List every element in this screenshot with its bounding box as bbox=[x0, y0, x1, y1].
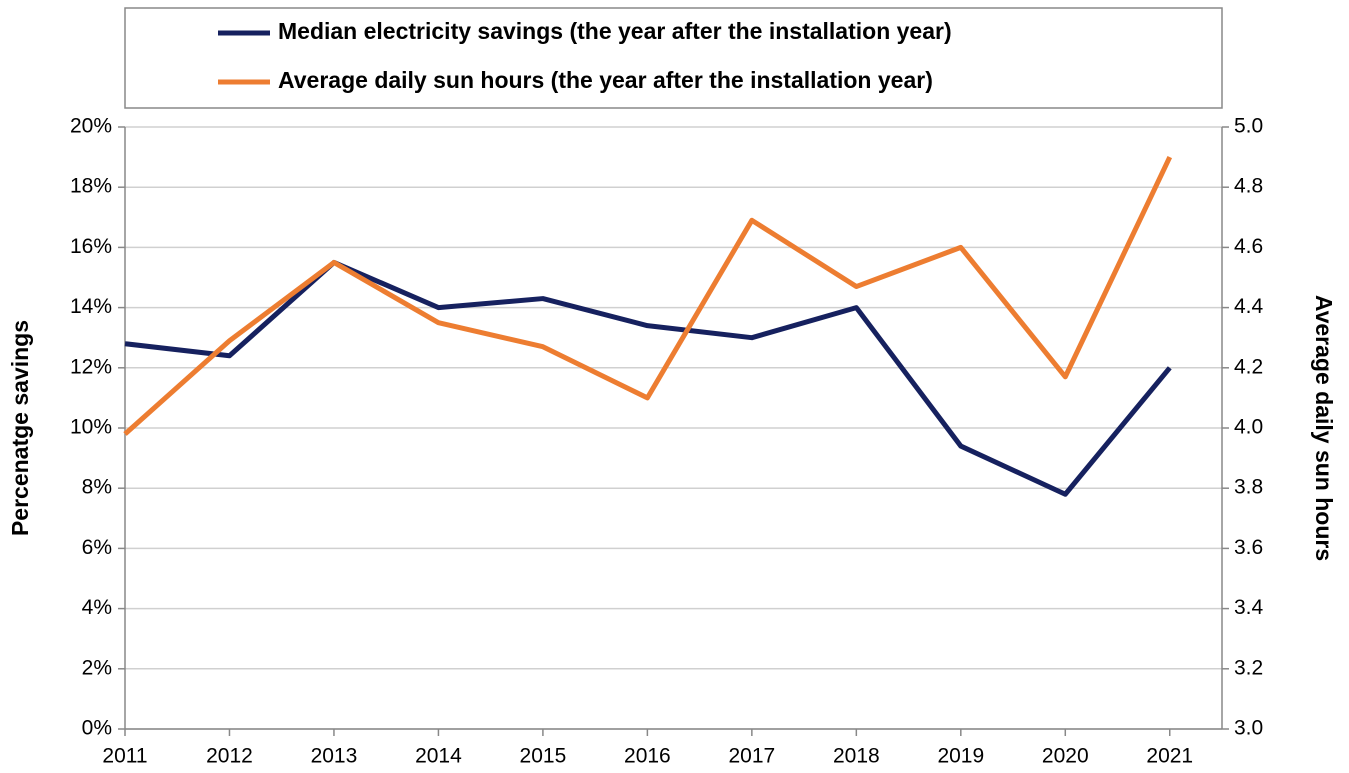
y2-tick-label: 4.2 bbox=[1234, 355, 1263, 378]
y2-tick-label: 4.8 bbox=[1234, 175, 1263, 198]
legend-label: Average daily sun hours (the year after … bbox=[278, 67, 933, 93]
x-tick-label: 2016 bbox=[624, 745, 671, 768]
y2-tick-label: 3.6 bbox=[1234, 536, 1263, 559]
x-tick-label: 2017 bbox=[728, 745, 775, 768]
y-tick-label: 20% bbox=[70, 115, 112, 138]
x-tick-label: 2015 bbox=[520, 745, 567, 768]
series-line bbox=[123, 156, 1173, 436]
x-tick-label: 2013 bbox=[311, 745, 358, 768]
x-tick-label: 2014 bbox=[415, 745, 462, 768]
y2-tick-label: 5.0 bbox=[1234, 115, 1263, 138]
y2-tick-label: 3.0 bbox=[1234, 717, 1263, 740]
x-tick-label: 2012 bbox=[206, 745, 253, 768]
x-tick-label: 2020 bbox=[1042, 745, 1089, 768]
y-tick-label: 4% bbox=[82, 596, 112, 619]
y-tick-label: 2% bbox=[82, 656, 112, 679]
y-tick-label: 6% bbox=[82, 536, 112, 559]
y-axis-title: Percenatge savings bbox=[7, 320, 33, 536]
y-tick-label: 12% bbox=[70, 355, 112, 378]
y-tick-label: 0% bbox=[82, 717, 112, 740]
y-tick-label: 16% bbox=[70, 235, 112, 258]
legend-label: Median electricity savings (the year aft… bbox=[278, 18, 952, 44]
y2-axis-title: Average daily sun hours bbox=[1311, 295, 1337, 561]
y2-tick-label: 4.4 bbox=[1234, 295, 1264, 318]
y2-tick-label: 3.4 bbox=[1234, 596, 1264, 619]
x-tick-label: 2021 bbox=[1146, 745, 1193, 768]
y-tick-label: 18% bbox=[70, 175, 112, 198]
y-tick-label: 14% bbox=[70, 295, 112, 318]
x-tick-label: 2011 bbox=[102, 745, 147, 768]
series-line bbox=[124, 259, 1172, 497]
y-tick-label: 8% bbox=[82, 476, 112, 499]
y-tick-label: 10% bbox=[70, 416, 112, 439]
x-tick-label: 2019 bbox=[937, 745, 984, 768]
y2-tick-label: 4.0 bbox=[1234, 416, 1263, 439]
x-tick-label: 2018 bbox=[833, 745, 880, 768]
legend-box bbox=[124, 7, 1223, 109]
y2-tick-label: 4.6 bbox=[1234, 235, 1263, 258]
y2-tick-label: 3.8 bbox=[1234, 476, 1263, 499]
y2-tick-label: 3.2 bbox=[1234, 656, 1263, 679]
